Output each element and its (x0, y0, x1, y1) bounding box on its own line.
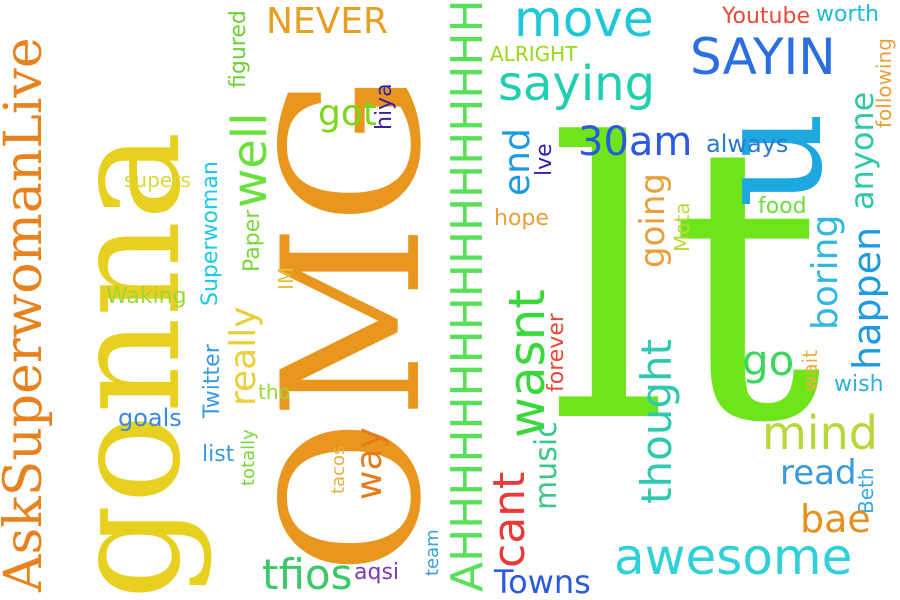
word-towns: Towns (494, 563, 591, 600)
word-wait: wait (798, 349, 822, 392)
word-boring: boring (805, 214, 846, 330)
word-twitter: Twitter (200, 344, 225, 418)
word-forever: forever (544, 313, 569, 392)
word-figured: figured (226, 10, 251, 88)
word-gonna: gonna (40, 131, 214, 600)
word-never: NEVER (266, 1, 389, 42)
word-worth: worth (816, 2, 880, 27)
word-lve: lve (532, 143, 557, 176)
word-tacos: tacos (328, 445, 349, 494)
word-music: music (529, 421, 564, 510)
word-food: food (758, 194, 807, 219)
word-team: team (422, 529, 443, 576)
word-move: move (514, 0, 654, 48)
word-got: got (318, 93, 377, 134)
word-well: well (222, 112, 278, 208)
word-end: end (497, 128, 538, 196)
word-bae: bae (800, 497, 871, 541)
word-really: really (223, 306, 264, 406)
word-waking: Waking (106, 284, 187, 309)
word-wish: wish (834, 372, 884, 397)
word-tfios: tfios (262, 550, 353, 599)
word-mota: Mota (670, 202, 694, 252)
word-awesome: awesome (614, 528, 853, 586)
word-tho: tho (258, 380, 291, 404)
word-totally: totally (238, 429, 259, 486)
word-go: go (742, 336, 795, 385)
word-way: way (349, 427, 390, 500)
word-sayin: SAYIN (690, 28, 836, 86)
word-saying: saying (498, 56, 656, 112)
word-mind: mind (762, 406, 878, 460)
word-thought: thought (632, 338, 681, 504)
word-anyone: anyone (843, 91, 881, 210)
word-list: list (202, 442, 235, 467)
word-hiya: hiya (372, 83, 397, 130)
word-supers: supers (124, 168, 191, 192)
word-paper: Paper (240, 209, 265, 272)
word-alright: ALRIGHT (490, 42, 578, 66)
word-goals: goals (118, 404, 182, 432)
word-aqsi: aqsi (354, 560, 400, 585)
word-superwoman-2: Superwoman (198, 161, 223, 306)
word-happen: happen (845, 226, 889, 370)
word-youtube: Youtube (722, 4, 810, 29)
word-read: read (780, 453, 857, 493)
word-hope: hope (494, 206, 549, 231)
word-going: going (633, 173, 673, 268)
word-always: always (706, 130, 789, 158)
word-cant: cant (484, 471, 535, 568)
word-30am: 30am (578, 119, 693, 165)
word-im: IM (274, 266, 298, 290)
word-lt: lt (548, 63, 823, 506)
